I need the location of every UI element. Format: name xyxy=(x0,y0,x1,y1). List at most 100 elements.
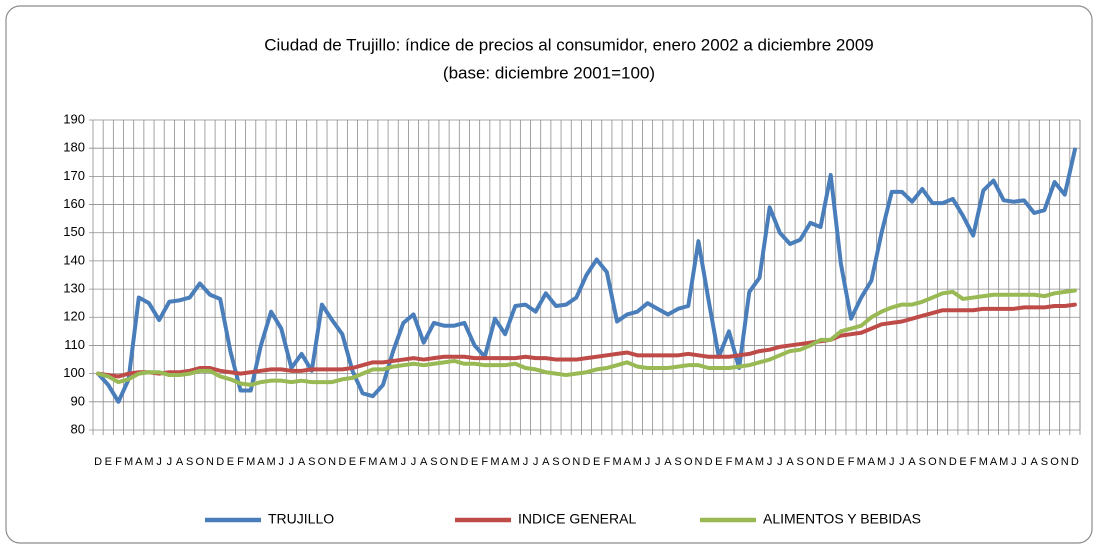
x-tick-label: N xyxy=(206,456,214,468)
x-tick-label: F xyxy=(359,456,366,468)
x-tick-label: S xyxy=(797,456,804,468)
x-tick-label: F xyxy=(603,456,610,468)
x-tick-label: M xyxy=(877,456,886,468)
x-tick-label: A xyxy=(624,456,632,468)
x-tick-label: E xyxy=(471,456,478,468)
x-tick-label: O xyxy=(806,456,815,468)
x-tick-label: J xyxy=(523,456,529,468)
x-tick-label: A xyxy=(746,456,754,468)
x-tick-label: M xyxy=(389,456,398,468)
x-tick-label: M xyxy=(735,456,744,468)
x-tick-label: E xyxy=(105,456,112,468)
x-tick-label: M xyxy=(368,456,377,468)
x-tick-label: E xyxy=(227,456,234,468)
x-tick-label: J xyxy=(899,456,905,468)
x-tick-label: E xyxy=(837,456,844,468)
x-tick-label: N xyxy=(1061,456,1069,468)
x-tick-label: M xyxy=(124,456,133,468)
x-tick-label: M xyxy=(755,456,764,468)
x-tick-label: S xyxy=(552,456,559,468)
x-tick-label: N xyxy=(817,456,825,468)
x-tick-label: M xyxy=(979,456,988,468)
x-tick-label: J xyxy=(1011,456,1017,468)
x-tick-label: O xyxy=(928,456,937,468)
x-tick-label: J xyxy=(645,456,651,468)
x-tick-label: S xyxy=(674,456,681,468)
x-tick-label: M xyxy=(490,456,499,468)
x-tick-label: J xyxy=(767,456,773,468)
x-tick-label: D xyxy=(827,456,835,468)
y-tick-label: 120 xyxy=(63,309,85,324)
x-tick-label: J xyxy=(1021,456,1027,468)
x-tick-label: O xyxy=(684,456,693,468)
x-tick-label: A xyxy=(664,456,672,468)
x-tick-label: A xyxy=(257,456,265,468)
y-tick-label: 150 xyxy=(63,224,85,239)
x-tick-label: D xyxy=(460,456,468,468)
x-tick-label: S xyxy=(308,456,315,468)
y-tick-label: 180 xyxy=(63,140,85,155)
y-tick-label: 90 xyxy=(71,393,85,408)
x-tick-label: M xyxy=(999,456,1008,468)
x-tick-label: F xyxy=(481,456,488,468)
x-tick-label: J xyxy=(289,456,295,468)
x-tick-label: N xyxy=(328,456,336,468)
x-tick-label: A xyxy=(176,456,184,468)
y-tick-label: 80 xyxy=(71,421,85,436)
x-tick-label: E xyxy=(349,456,356,468)
series-line xyxy=(96,302,1077,379)
x-tick-label: O xyxy=(440,456,449,468)
x-tick-label: A xyxy=(298,456,306,468)
x-tick-label: A xyxy=(1031,456,1039,468)
x-tick-label: F xyxy=(970,456,977,468)
x-tick-label: D xyxy=(1071,456,1079,468)
chart-frame xyxy=(5,5,1093,544)
x-tick-label: E xyxy=(715,456,722,468)
x-tick-label: E xyxy=(593,456,600,468)
x-tick-label: S xyxy=(186,456,193,468)
x-tick-label: A xyxy=(868,456,876,468)
x-tick-label: O xyxy=(196,456,205,468)
y-tick-label: 140 xyxy=(63,252,85,267)
x-tick-label: J xyxy=(156,456,162,468)
y-tick-label: 130 xyxy=(63,281,85,296)
x-tick-label: D xyxy=(216,456,224,468)
x-tick-label: A xyxy=(379,456,387,468)
x-tick-label: N xyxy=(694,456,702,468)
x-tick-label: D xyxy=(705,456,713,468)
y-tick-label: 110 xyxy=(64,337,85,352)
x-tick-label: A xyxy=(420,456,428,468)
x-tick-label: J xyxy=(533,456,539,468)
x-tick-label: N xyxy=(450,456,458,468)
chart-subtitle: (base: diciembre 2001=100) xyxy=(443,63,655,82)
x-tick-label: J xyxy=(411,456,417,468)
x-tick-label: O xyxy=(1050,456,1059,468)
chart-title: Ciudad de Trujillo: índice de precios al… xyxy=(264,35,874,54)
x-tick-label: D xyxy=(94,456,102,468)
x-tick-label: N xyxy=(572,456,580,468)
x-tick-label: D xyxy=(583,456,591,468)
x-tick-label: F xyxy=(237,456,244,468)
x-tick-label: A xyxy=(501,456,509,468)
x-tick-label: A xyxy=(990,456,998,468)
x-tick-label: M xyxy=(246,456,255,468)
series-line xyxy=(96,147,1077,404)
y-tick-label: 160 xyxy=(63,196,85,211)
x-tick-label: M xyxy=(612,456,621,468)
x-tick-label: D xyxy=(338,456,346,468)
x-tick-label: F xyxy=(848,456,855,468)
legend-label: INDICE GENERAL xyxy=(518,511,636,527)
x-tick-label: J xyxy=(889,456,895,468)
x-tick-label: F xyxy=(726,456,733,468)
x-tick-label: J xyxy=(655,456,661,468)
x-tick-label: A xyxy=(786,456,794,468)
y-tick-label: 190 xyxy=(63,111,85,126)
x-tick-label: O xyxy=(562,456,571,468)
x-tick-label: D xyxy=(949,456,957,468)
x-tick-label: E xyxy=(959,456,966,468)
y-tick-label: 100 xyxy=(63,365,85,380)
x-tick-label: A xyxy=(542,456,550,468)
x-tick-label: A xyxy=(908,456,916,468)
